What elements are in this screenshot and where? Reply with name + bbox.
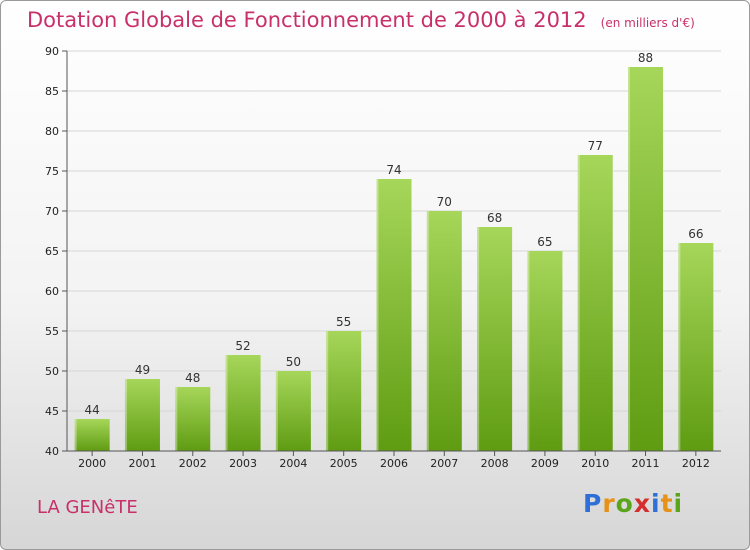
bar-highlight [124,379,127,451]
bar [175,387,211,451]
y-tick-label: 90 [45,45,59,58]
bar-highlight [326,331,329,451]
data-label: 48 [185,371,200,385]
logo-letter: i [673,489,684,518]
data-label: 44 [85,403,100,417]
bar-highlight [175,387,178,451]
logo-letter: r [602,489,616,518]
data-label: 55 [336,315,351,329]
chart-unit: (en milliers d'€) [600,16,695,30]
logo-letter: t [660,489,674,518]
data-label: 66 [688,227,703,241]
bar [477,227,513,451]
x-tick-label: 2002 [179,457,207,470]
bar-highlight [678,243,681,451]
bar [678,243,714,451]
proxiti-logo: Proxiti [583,489,683,518]
y-tick-label: 40 [45,445,59,458]
data-label: 50 [286,355,301,369]
bar-highlight [426,211,429,451]
x-tick-label: 2007 [430,457,458,470]
x-tick-label: 2001 [128,457,156,470]
bar [426,211,462,451]
logo-letter: i [651,489,661,518]
bars [74,67,714,451]
bar [577,155,613,451]
data-label: 77 [588,139,603,153]
data-label: 88 [638,51,653,65]
x-tick-label: 2006 [380,457,408,470]
labels: 40 45 50 55 60 65 70 75 80 85 90 44 2000 49 2001 48 2002… [45,45,710,470]
y-tick-label: 60 [45,285,59,298]
bar-highlight [477,227,480,451]
x-tick-label: 2012 [682,457,710,470]
bar [124,379,160,451]
logo-letter: x [633,489,651,518]
x-tick-label: 2004 [279,457,307,470]
bar [74,419,110,451]
y-tick-label: 45 [45,405,59,418]
bar [376,179,412,451]
bar-highlight [275,371,278,451]
axes [62,50,721,456]
bar-highlight [74,419,77,451]
data-label: 74 [386,163,401,177]
bar [628,67,664,451]
data-label: 68 [487,211,502,225]
commune-name: LA GENêTE [37,497,138,518]
data-label: 70 [437,195,452,209]
x-tick-label: 2003 [229,457,257,470]
x-tick-label: 2011 [632,457,660,470]
bar [275,371,311,451]
y-tick-label: 50 [45,365,59,378]
x-tick-label: 2005 [330,457,358,470]
bar-highlight [225,355,228,451]
bar-highlight [527,251,530,451]
y-tick-label: 70 [45,205,59,218]
data-label: 49 [135,363,150,377]
y-tick-label: 55 [45,325,59,338]
data-label: 65 [537,235,552,249]
x-tick-label: 2008 [481,457,509,470]
x-tick-label: 2009 [531,457,559,470]
bar-highlight [628,67,631,451]
bar [527,251,563,451]
logo-letter: o [615,489,634,518]
y-tick-label: 80 [45,125,59,138]
bar [326,331,362,451]
y-tick-label: 75 [45,165,59,178]
bar-highlight [577,155,580,451]
x-tick-label: 2000 [78,457,106,470]
chart-title-text: Dotation Globale de Fonctionnement de 20… [27,8,587,32]
x-tick-label: 2010 [581,457,609,470]
data-label: 52 [235,339,250,353]
y-tick-label: 85 [45,85,59,98]
chart-title: Dotation Globale de Fonctionnement de 20… [27,8,695,32]
bar-highlight [376,179,379,451]
bar [225,355,261,451]
logo-letter: P [583,489,603,518]
y-tick-label: 65 [45,245,59,258]
